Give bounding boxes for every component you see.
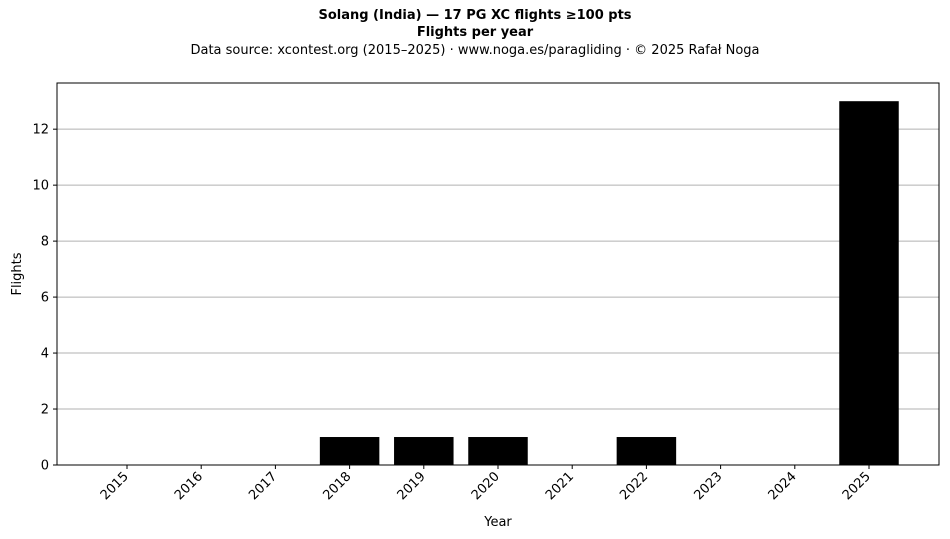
y-tick-label: 6	[41, 291, 49, 306]
x-tick-label: 2019	[395, 469, 429, 503]
y-tick-label: 4	[41, 347, 49, 362]
bar-2018	[319, 437, 380, 465]
x-tick-label: 2023	[691, 469, 725, 503]
x-tick-label: 2020	[469, 469, 503, 503]
x-tick-label: 2025	[840, 469, 874, 503]
x-tick-label: 2017	[246, 469, 280, 503]
y-tick-label: 8	[41, 235, 49, 250]
y-tick-label: 10	[32, 179, 49, 194]
y-axis: 0 2 4 6 8 10 12	[32, 123, 57, 474]
x-tick-label: 2022	[617, 469, 651, 503]
bar-2025	[839, 101, 899, 465]
x-tick-label: 2024	[766, 469, 800, 503]
bars	[319, 101, 899, 465]
bar-2019	[394, 437, 454, 465]
chart-source-note: Data source: xcontest.org (2015–2025) · …	[190, 43, 760, 58]
x-tick-label: 2018	[320, 469, 354, 503]
x-tick-label: 2021	[543, 469, 577, 503]
bar-2022	[616, 437, 677, 465]
x-tick-label: 2016	[172, 469, 206, 503]
y-grid-lines	[57, 128, 939, 466]
y-tick-label: 12	[32, 123, 49, 138]
x-tick-label: 2015	[98, 469, 132, 503]
bar-2020	[468, 437, 528, 465]
x-axis: 2015 2016 2017 2018 2019 2020 2021 2022 2023 2024…	[98, 465, 874, 503]
y-tick-label: 0	[41, 459, 49, 474]
y-axis-label: Flights	[10, 252, 25, 295]
y-tick-label: 2	[41, 403, 49, 418]
plot-frame	[56, 82, 940, 466]
x-axis-label: Year	[483, 515, 512, 530]
chart-subtitle: Flights per year	[416, 25, 534, 40]
chart-title: Solang (India) — 17 PG XC flights ≥100 p…	[318, 8, 632, 23]
